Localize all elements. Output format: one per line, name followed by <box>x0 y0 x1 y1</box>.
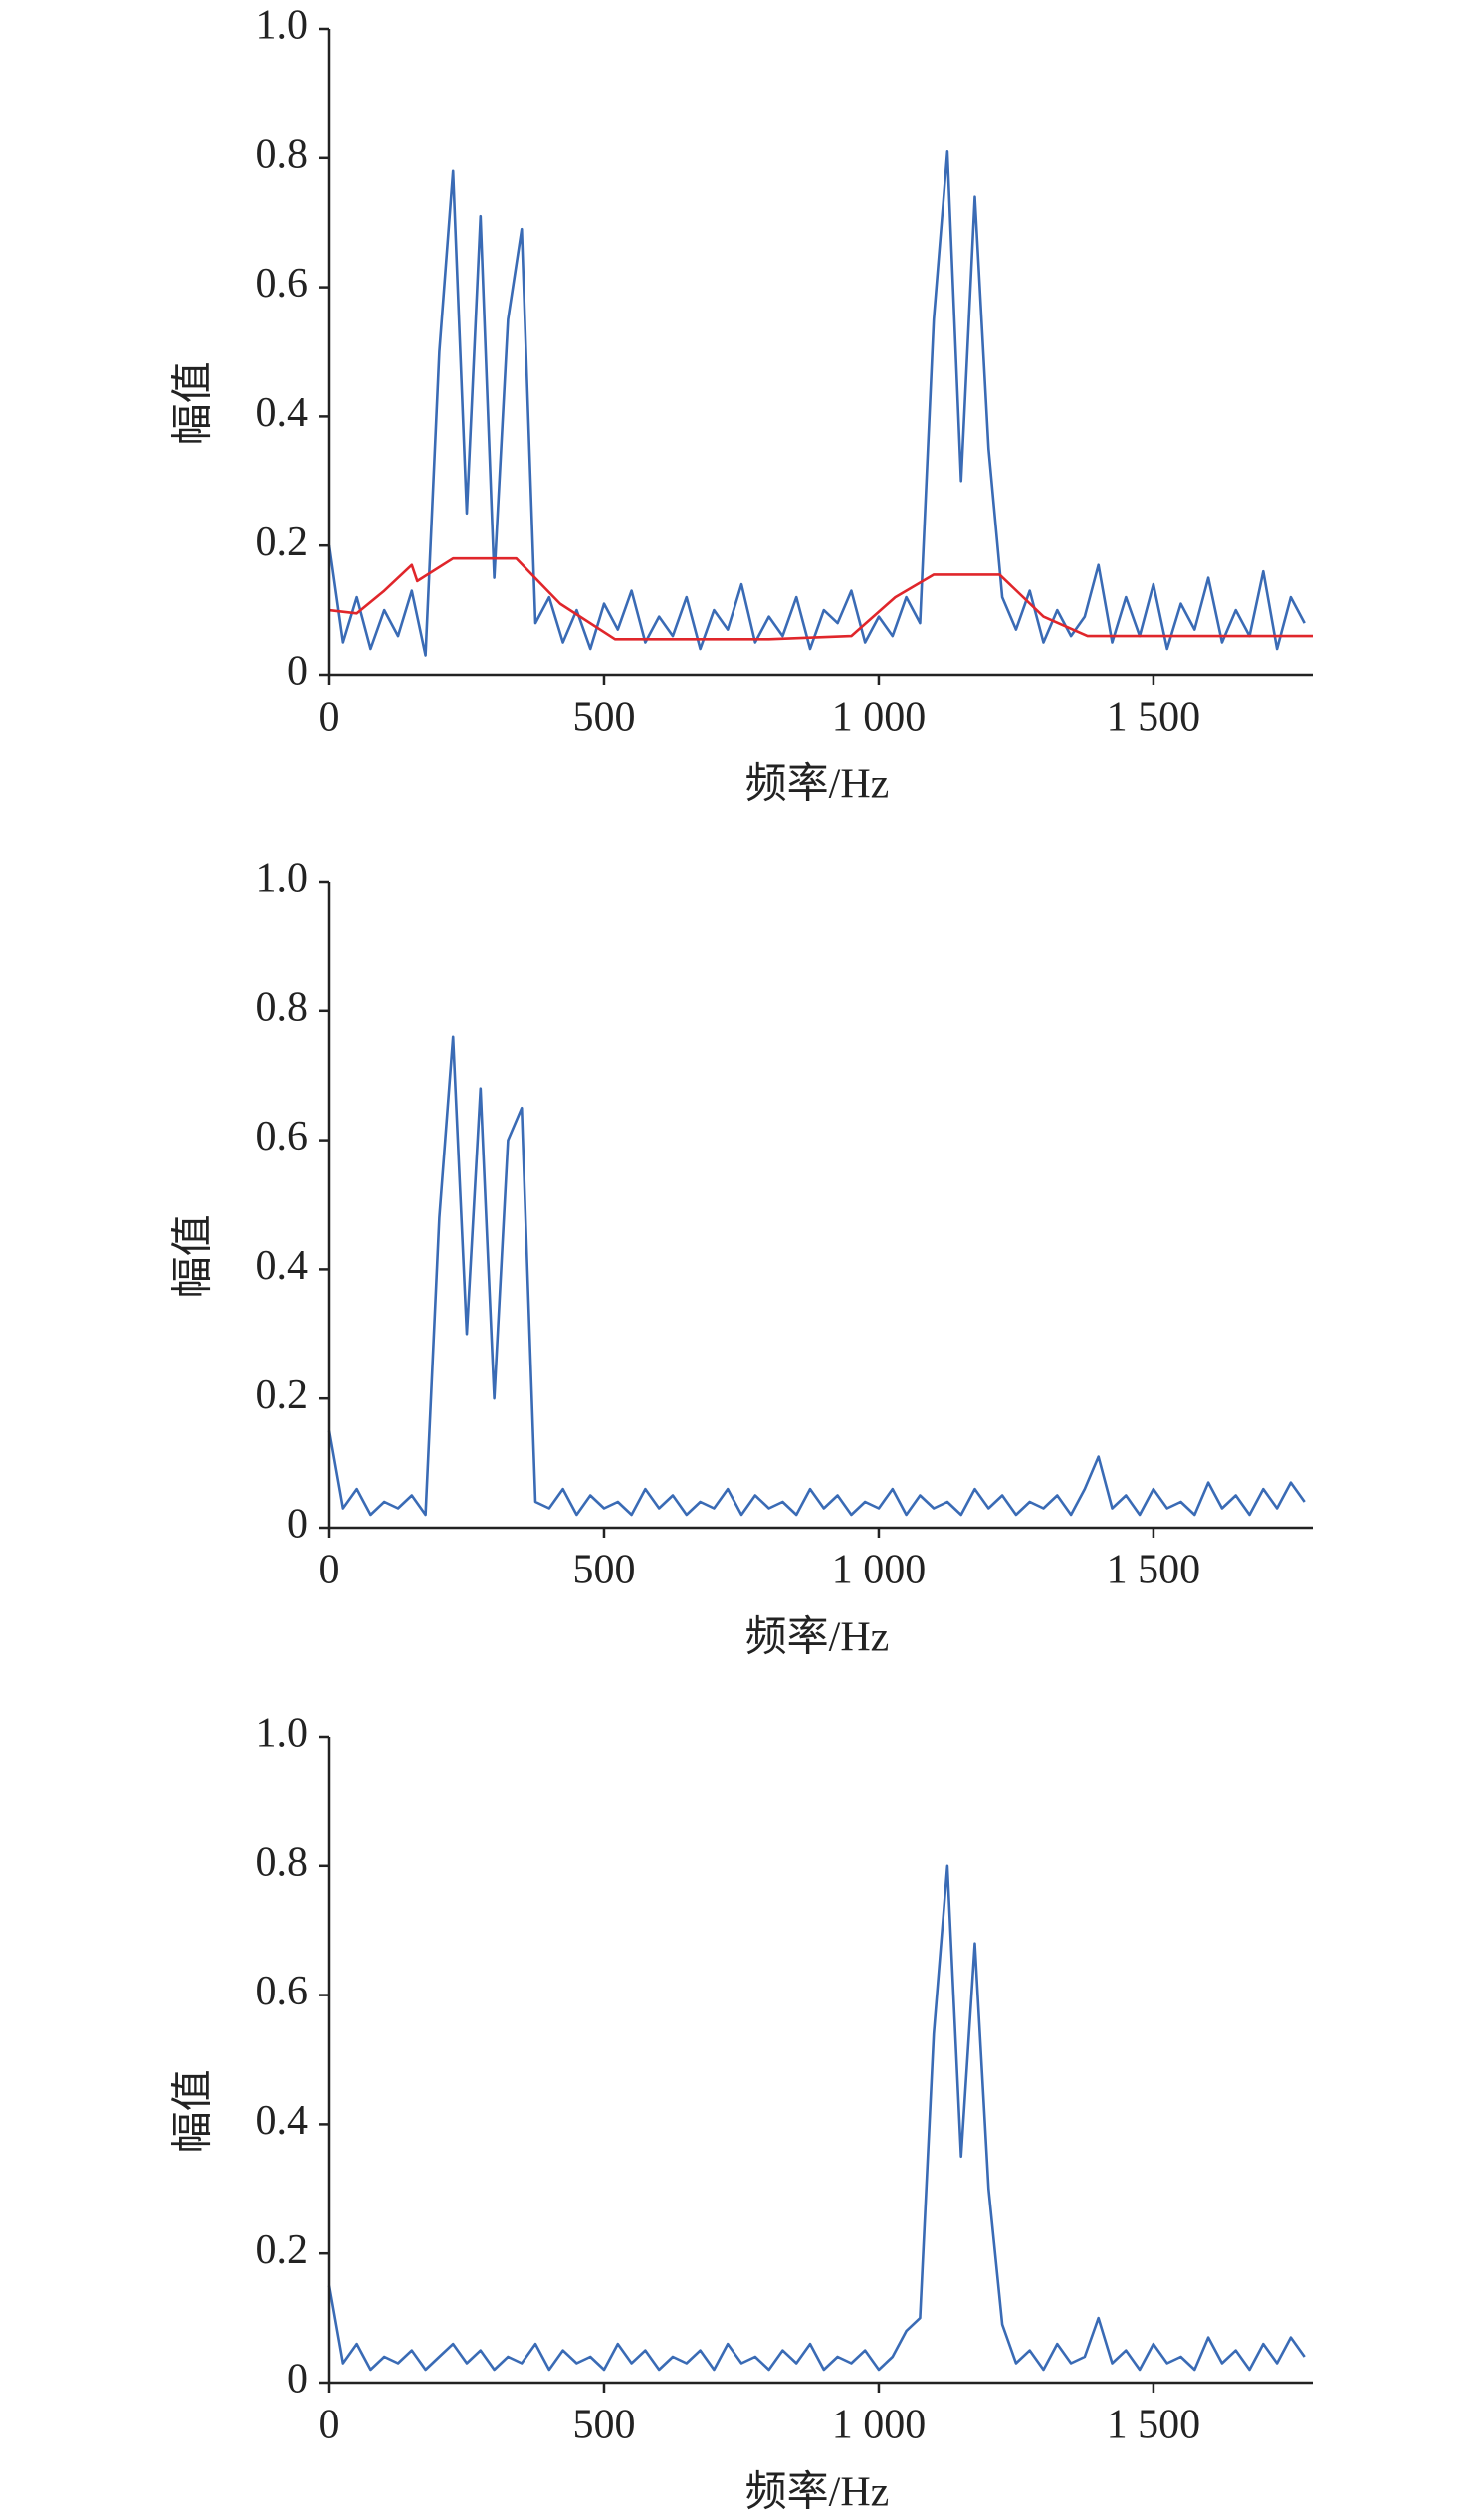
y-tick-label: 0.8 <box>256 1839 309 1885</box>
x-tick-label: 500 <box>572 2403 635 2448</box>
x-tick-label: 1 000 <box>832 2403 927 2448</box>
x-tick-label: 1 000 <box>832 695 927 740</box>
y-tick-label: 0.6 <box>256 261 309 307</box>
data-line <box>327 1035 1306 1517</box>
y-tick-label: 0.6 <box>256 1114 309 1159</box>
x-axis-label: 频率/Hz <box>745 2469 890 2516</box>
x-tick-label: 0 <box>319 2403 340 2448</box>
y-tick-label: 0.4 <box>256 1243 309 1289</box>
y-tick-label: 0.2 <box>256 1372 309 1418</box>
y-tick-label: 0.4 <box>256 390 309 436</box>
y-tick-label: 0.8 <box>256 131 309 177</box>
x-axis-label: 频率/Hz <box>745 761 890 808</box>
data-line <box>327 1864 1306 2372</box>
y-axis-label: 幅值 <box>171 361 217 445</box>
x-tick-label: 0 <box>319 1548 340 1593</box>
x-tick-label: 1 500 <box>1107 2403 1201 2448</box>
x-tick-label: 500 <box>572 1548 635 1593</box>
y-tick-label: 0.6 <box>256 1969 309 2014</box>
data-line <box>328 556 1313 641</box>
y-axis-label: 幅值 <box>171 2069 217 2153</box>
y-tick-label: 0.4 <box>256 2098 309 2144</box>
y-tick-label: 1.0 <box>256 3 309 49</box>
y-tick-label: 0.2 <box>256 2227 309 2273</box>
y-tick-label: 1.0 <box>256 1711 309 1757</box>
data-line <box>327 150 1306 657</box>
y-tick-label: 0.2 <box>256 520 309 565</box>
y-tick-label: 0 <box>287 1502 308 1548</box>
x-tick-label: 0 <box>319 695 340 740</box>
y-axis-label: 幅值 <box>171 1214 217 1298</box>
x-tick-label: 1 000 <box>832 1548 927 1593</box>
x-tick-label: 1 500 <box>1107 1548 1201 1593</box>
x-axis-label: 频率/Hz <box>745 1614 890 1661</box>
y-tick-label: 0 <box>287 2357 308 2403</box>
y-tick-label: 1.0 <box>256 856 309 902</box>
x-tick-label: 500 <box>572 695 635 740</box>
x-tick-label: 1 500 <box>1107 695 1201 740</box>
y-tick-label: 0 <box>287 649 308 695</box>
y-tick-label: 0.8 <box>256 984 309 1030</box>
